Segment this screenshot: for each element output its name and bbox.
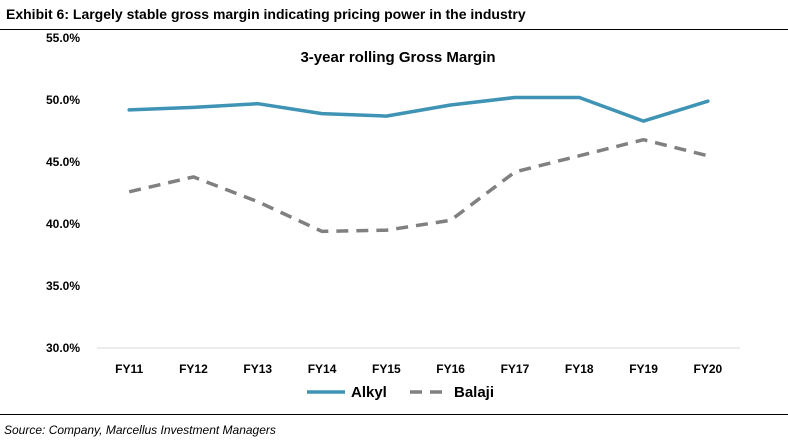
x-tick-label: FY11 (115, 362, 143, 376)
legend: Alkyl Balaji (307, 384, 494, 401)
x-tick-label: FY14 (308, 362, 337, 376)
source-note: Source: Company, Marcellus Investment Ma… (4, 423, 276, 437)
x-tick-label: FY20 (694, 362, 723, 376)
y-tick-label: 30.0% (46, 341, 80, 355)
series-line-balaji (128, 137, 709, 234)
x-tick-label: FY19 (629, 362, 658, 376)
top-rule (0, 29, 788, 30)
bottom-rule (0, 414, 788, 415)
x-tick-label: FY12 (179, 362, 208, 376)
y-tick-label: 55.0% (46, 31, 80, 45)
x-tick-label: FY17 (501, 362, 530, 376)
series-line-alkyl (127, 95, 710, 123)
x-tick-label: FY15 (372, 362, 401, 376)
y-tick-label: 45.0% (46, 155, 80, 169)
x-axis: FY11 FY12 FY13 FY14 FY15 FY16 FY17 FY18 FY19 FY20 (115, 362, 722, 376)
series-layer (127, 95, 710, 234)
line-chart: 3-year rolling Gross Margin 30.0% 35.0% 40… (46, 31, 740, 401)
x-tick-label: FY18 (565, 362, 594, 376)
x-tick-label: FY13 (243, 362, 272, 376)
y-tick-label: 40.0% (46, 217, 80, 231)
exhibit-title: Exhibit 6: Largely stable gross margin i… (6, 6, 526, 22)
y-tick-label: 50.0% (46, 93, 80, 107)
legend-label-alkyl: Alkyl (351, 384, 387, 401)
y-tick-label: 35.0% (46, 279, 80, 293)
legend-label-balaji: Balaji (454, 384, 494, 401)
x-tick-label: FY16 (436, 362, 465, 376)
y-axis: 30.0% 35.0% 40.0% 45.0% 50.0% 55.0% (46, 31, 80, 355)
chart-title: 3-year rolling Gross Margin (300, 49, 495, 66)
